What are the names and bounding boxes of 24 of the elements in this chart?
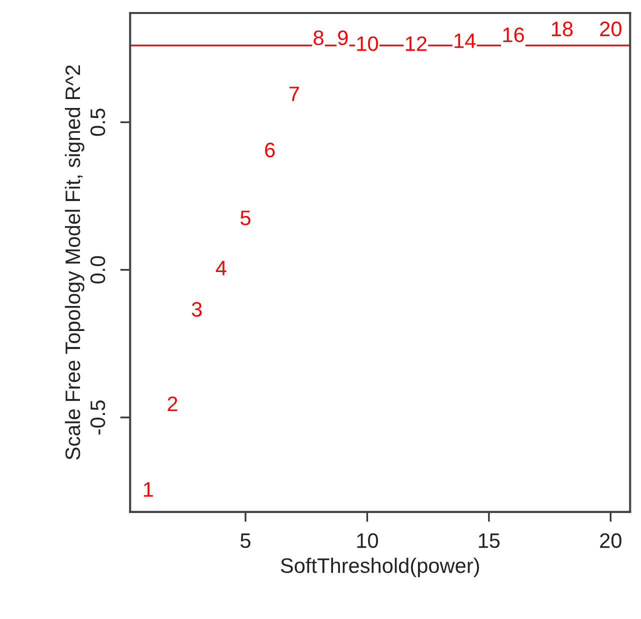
y-tick-label: 0.0 [90, 256, 106, 284]
annotation: 18 [552, 22, 573, 36]
annotation: 1 [144, 482, 153, 497]
x-axis-title: SoftThreshold(power) [280, 558, 479, 578]
annotation: 10 [357, 36, 378, 52]
y-tick-label: 0.5 [90, 108, 106, 136]
annotation: 4 [216, 260, 226, 276]
annotation: 6 [265, 142, 275, 158]
annotation: 7 [289, 86, 299, 102]
annotation: 5 [240, 210, 250, 226]
annotation: 3 [192, 302, 202, 317]
annotation: 20 [600, 22, 622, 36]
annotation: 16 [503, 27, 524, 42]
annotation: 9 [338, 30, 348, 46]
x-tick-label: 20 [600, 533, 622, 548]
x-tick-label: 10 [357, 533, 378, 548]
annotation: 12 [406, 36, 426, 51]
y-axis-title: Scale Free Topology Model Fit, signed R^2 [64, 65, 84, 460]
x-tick-label: 5 [240, 534, 250, 548]
annotation: 8 [314, 30, 324, 46]
annotation: 2 [168, 396, 178, 412]
annotation: 14 [454, 34, 476, 48]
y-tick-label: -0.5 [90, 400, 106, 434]
x-tick-label: 15 [478, 534, 500, 548]
